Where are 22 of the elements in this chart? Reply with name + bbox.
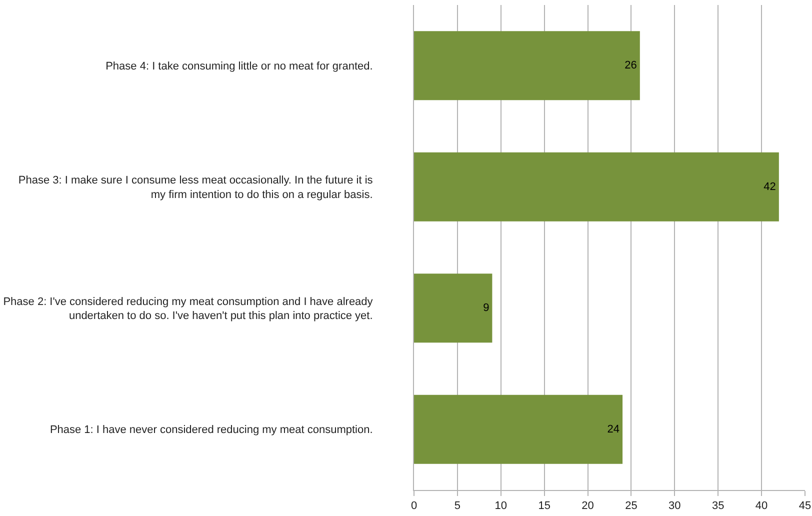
y-tick-label: Phase 1: I have never considered reducing my meat consumption.: [50, 424, 373, 436]
data-label: 42: [764, 180, 776, 193]
x-tick-label: 0: [410, 500, 418, 512]
x-tick-label: 35: [712, 500, 724, 512]
data-label: 24: [607, 423, 620, 436]
x-tick-label: 25: [625, 500, 638, 512]
data-label: 9: [483, 302, 490, 314]
x-tick-label: 15: [538, 500, 550, 512]
data-label: 26: [624, 60, 637, 72]
x-tick-label: 20: [582, 500, 594, 512]
x-tick-label: 45: [798, 500, 812, 512]
x-tick-label: 10: [494, 500, 508, 512]
x-tick-label: 40: [755, 500, 768, 512]
bar: [414, 152, 779, 222]
y-tick-label: Phase 2: I've considered reducing my meat consumption and I have already undertaken to do so. I've haven't put this plan into practice yet.: [3, 296, 374, 322]
y-tick-label: Phase 4: I take consuming little or no meat for granted.: [106, 60, 373, 72]
bar: [414, 274, 492, 343]
bar: [414, 394, 623, 464]
x-tick-label: 5: [454, 500, 461, 512]
x-tick-label: 30: [668, 500, 681, 512]
y-tick-label: Phase 3: I make sure I consume less meat occasionally. In the future it is my firm intention to do this on a regular basis.: [18, 174, 374, 201]
bar: [414, 31, 640, 100]
